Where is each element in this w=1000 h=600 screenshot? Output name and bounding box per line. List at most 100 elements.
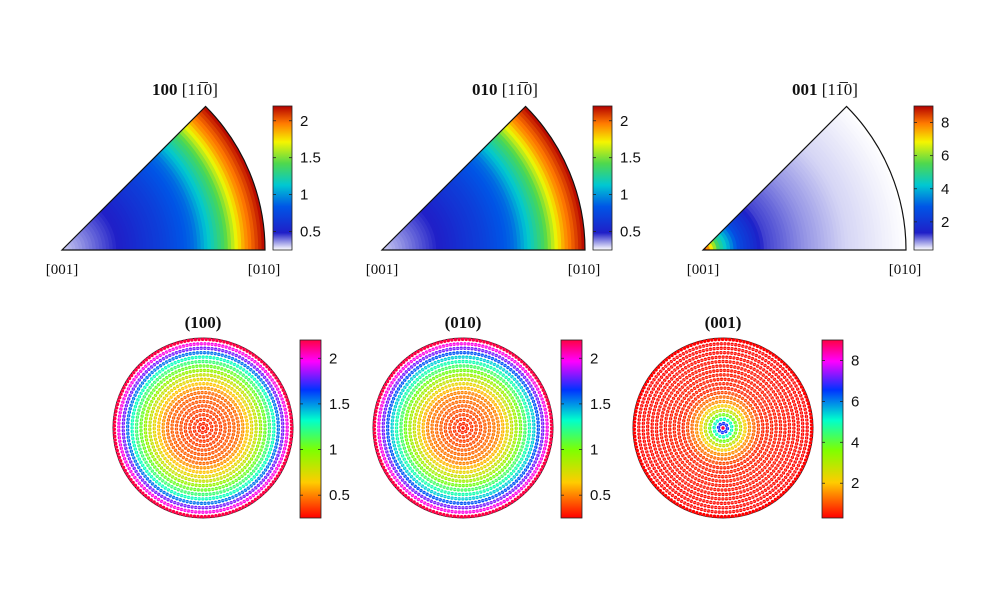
ipf-title-001: 001 [11̅0] [792,80,858,99]
pf-sample-point [537,471,542,475]
pf-sample-point [116,399,121,403]
pf-sample-point [146,496,151,500]
pf-contour-ring [427,392,499,464]
pf-sample-point [481,512,485,517]
pf-sample-point [431,509,436,514]
ipf-wedge-100 [60,105,266,251]
pf-sample-point [524,488,528,492]
pf-sample-point [131,480,135,485]
pf-sample-point [178,511,182,516]
pf-sample-point [235,344,240,349]
pf-sample-point [471,338,476,342]
pf-sample-point [407,355,411,360]
pf-sample-point [275,474,280,478]
pf-sample-point [251,353,256,357]
pf-contour-ring [136,361,270,495]
pf-sample-point [376,399,381,403]
pf-sample-point [286,451,290,455]
pf-sample-point [372,424,377,428]
pf-sample-point [418,504,423,508]
pf-title-001: (001) [705,313,742,332]
pf-sample-point [222,340,226,344]
ipf-corner-001-label: [001] [687,262,720,278]
colorbar-frame [592,105,613,251]
pf-sample-point [488,510,492,515]
pf-sample-point [201,426,205,430]
pf-sample-point [389,478,393,482]
pf-sample-point [374,406,379,410]
pf-sample-point [545,398,549,402]
pf-sample-point [125,472,129,476]
pf-sample-point [398,488,402,493]
colorbar-tick-label: 1.5 [329,396,350,413]
pf-sample-point [250,499,255,504]
pf-sample-point [377,455,382,460]
pf-sample-point [274,376,278,380]
pf-contour-ring [444,409,482,447]
pf-sample-point [134,368,138,372]
pf-sample-point [228,510,232,515]
pf-sample-point [373,413,378,417]
pf-sample-point [541,464,545,469]
pf-sample-point [273,477,278,481]
colorbar-gradient [561,340,582,518]
pf-sample-point [522,362,527,366]
pf-sample-point [535,474,540,478]
pf-sample-point [125,379,130,384]
pf-sample-point [527,485,531,490]
pf-sample-point [114,445,119,449]
pf-sample-point [221,512,225,517]
pf-sample-point [529,483,533,487]
pf-sample-point [282,461,286,466]
pf-sample-point [116,452,120,456]
pf-sample-point [477,513,482,517]
colorbar-gradient [593,106,612,250]
pf-sample-point [136,486,140,490]
pf-sample-point [446,338,450,343]
pf-sample-point [508,351,513,355]
colorbar-tick-label: 0.5 [620,224,641,241]
pf-contour-ring [127,352,279,504]
pf-sample-point [384,382,388,387]
pf-sample-point [375,448,379,453]
pf-sample-point [432,342,437,346]
pf-sample-point [189,514,193,518]
pf-contour-ring [122,347,284,509]
pf-sample-point [232,343,236,347]
pf-sample-point [470,514,475,518]
pf-sample-point [478,339,483,343]
pf-contour-ring [400,365,526,491]
pf-contour-ring [118,343,288,513]
pf-sample-point [456,514,460,519]
pf-sample-point [192,514,197,518]
pf-contour-ring [180,405,226,451]
pf-sample-point [484,511,489,516]
pf-sample-point [507,501,512,506]
pf-sample-point [548,408,552,413]
pf-sample-point [141,491,145,495]
colorbar-frame [272,105,293,251]
colorbar-tick-label: 0.5 [300,224,321,241]
pf-sample-point [214,514,218,518]
pf-sample-point [289,430,294,434]
pf-sample-point [158,504,163,508]
pf-contour-ring [162,387,244,469]
pf-sample-point [449,514,453,518]
pf-sample-point [538,382,542,386]
pf-sample-point [176,341,180,345]
pf-panel-010: (010) 0.511.52 [372,313,611,519]
pf-sample-point [112,431,117,435]
pf-sample-point [409,498,413,502]
pf-sample-point [244,503,249,508]
pf-sample-point [394,368,398,372]
pf-sample-point [183,339,187,343]
pf-sample-point [285,455,289,459]
pf-sample-point [511,353,516,357]
pf-sample-point [387,376,392,381]
pf-contour-ring [140,365,266,491]
ipf-wedge-outline [60,105,266,251]
pf-sample-point [217,513,222,517]
